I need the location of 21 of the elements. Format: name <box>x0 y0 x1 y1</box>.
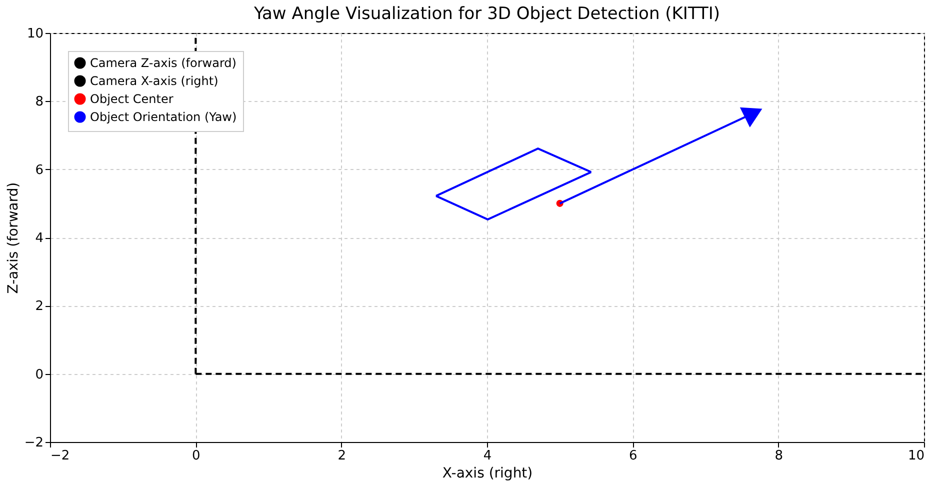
y-tick-label: −2 <box>24 436 44 450</box>
y-tick-label: 4 <box>35 231 44 246</box>
x-tick-label: 6 <box>629 448 638 464</box>
chart-title: Yaw Angle Visualization for 3D Object Detection (KITTI) <box>252 4 720 24</box>
x-tick-label: 2 <box>338 448 346 464</box>
legend-label: Camera Z-axis (forward) <box>90 56 236 70</box>
legend-label: Camera X-axis (right) <box>90 74 218 88</box>
x-tick-label: 10 <box>908 448 924 464</box>
x-tick-label: 0 <box>192 448 200 464</box>
y-tick-label: 2 <box>35 299 44 314</box>
legend-label: Object Orientation (Yaw) <box>90 110 237 124</box>
y-tick-label: 6 <box>35 162 44 178</box>
y-tick-label: 8 <box>35 94 44 110</box>
x-axis-title: X-axis (right) <box>442 466 533 482</box>
x-tick-label: −2 <box>50 448 70 464</box>
x-tick-label: 4 <box>483 448 492 464</box>
y-tick-label: 0 <box>35 367 44 382</box>
legend-label: Object Center <box>90 92 174 106</box>
x-tick-label: 8 <box>774 448 783 464</box>
y-axis-title: Z-axis (forward) <box>5 182 22 294</box>
y-tick-label: 10 <box>26 26 44 42</box>
